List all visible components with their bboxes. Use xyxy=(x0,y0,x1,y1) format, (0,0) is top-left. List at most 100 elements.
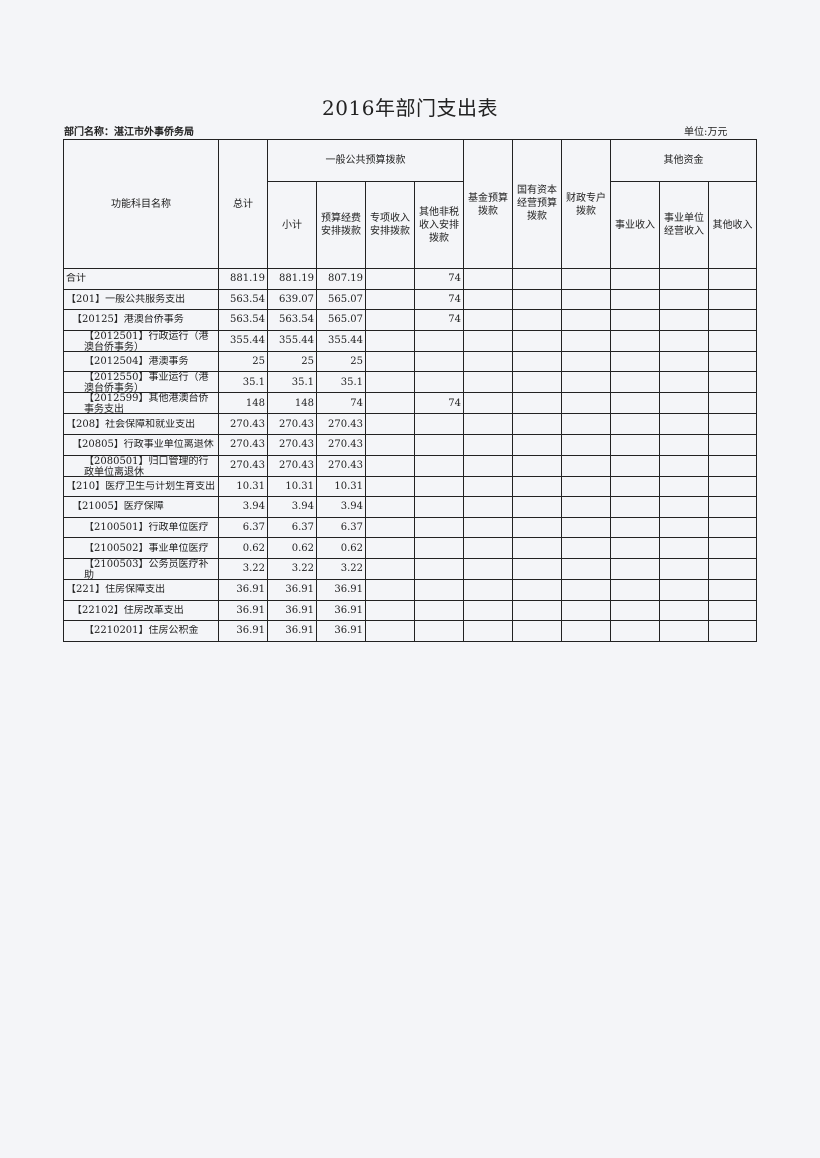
cell-fund-budget xyxy=(463,537,513,559)
header-other-nontax: 其他非税收入安排拨款 xyxy=(414,181,464,269)
cell-state-capital xyxy=(512,537,562,559)
department-name: 部门名称：湛江市外事侨务局 xyxy=(64,127,194,138)
row-name-text: 【2100503】公务员医疗补助 xyxy=(84,558,209,579)
cell-other-nontax xyxy=(414,557,464,580)
cell-business-unit-income xyxy=(659,329,709,352)
table-row: 【22102】住房改革支出 36.91 36.91 36.91 xyxy=(63,599,757,622)
cell-other-income xyxy=(708,620,757,642)
cell-subtotal: 3.22 xyxy=(267,557,317,580)
cell-fiscal-account xyxy=(561,433,611,456)
cell-other-nontax xyxy=(414,537,464,559)
cell-other-nontax xyxy=(414,516,464,539)
cell-fund-budget xyxy=(463,578,513,601)
cell-budget-funds: 3.22 xyxy=(316,557,366,580)
cell-subtotal: 6.37 xyxy=(267,516,317,539)
cell-business-unit-income xyxy=(659,475,709,498)
cell-fiscal-account xyxy=(561,537,611,559)
row-name-text: 【2210201】住房公积金 xyxy=(84,625,199,637)
cell-fund-budget xyxy=(463,350,513,373)
cell-total: 270.43 xyxy=(218,454,268,477)
table-row: 【2012504】港澳事务 25 25 25 xyxy=(63,350,757,373)
cell-fiscal-account xyxy=(561,392,611,415)
cell-other-nontax xyxy=(414,413,464,435)
cell-subtotal: 25 xyxy=(267,350,317,373)
cell-fiscal-account xyxy=(561,454,611,477)
cell-budget-funds: 74 xyxy=(316,392,366,415)
cell-business-income xyxy=(610,392,660,415)
table-row: 【20125】港澳台侨事务 563.54 563.54 565.07 74 xyxy=(63,309,757,331)
cell-budget-funds: 270.43 xyxy=(316,433,366,456)
header-business-income: 事业收入 xyxy=(610,181,660,269)
cell-other-nontax xyxy=(414,433,464,456)
cell-total: 148 xyxy=(218,392,268,415)
cell-state-capital xyxy=(512,475,562,498)
cell-subtotal: 355.44 xyxy=(267,329,317,352)
row-name-text: 【221】住房保障支出 xyxy=(66,584,166,596)
cell-fiscal-account xyxy=(561,268,611,290)
cell-total: 563.54 xyxy=(218,288,268,311)
cell-subtotal: 10.31 xyxy=(267,475,317,498)
cell-fund-budget xyxy=(463,496,513,518)
cell-other-nontax xyxy=(414,496,464,518)
cell-state-capital xyxy=(512,392,562,415)
cell-other-income xyxy=(708,557,757,580)
cell-total: 36.91 xyxy=(218,578,268,601)
cell-other-income xyxy=(708,413,757,435)
cell-special-income xyxy=(365,268,415,290)
cell-business-income xyxy=(610,599,660,622)
cell-business-unit-income xyxy=(659,392,709,415)
cell-other-income xyxy=(708,433,757,456)
header-business-unit-income: 事业单位经营收入 xyxy=(659,181,709,269)
table-row: 【2012501】行政运行（港澳台侨事务） 355.44 355.44 355.44 xyxy=(63,329,757,352)
cell-other-nontax xyxy=(414,454,464,477)
cell-business-unit-income xyxy=(659,413,709,435)
cell-fiscal-account xyxy=(561,350,611,373)
cell-business-income xyxy=(610,433,660,456)
cell-other-income xyxy=(708,371,757,394)
header-budget-funds: 预算经费安排拨款 xyxy=(316,181,366,269)
cell-special-income xyxy=(365,329,415,352)
header-name: 功能科目名称 xyxy=(63,139,219,269)
row-name: 【210】医疗卫生与计划生育支出 xyxy=(63,475,219,498)
cell-other-income xyxy=(708,309,757,331)
row-name: 【201】一般公共服务支出 xyxy=(63,288,219,311)
row-name: 【2012501】行政运行（港澳台侨事务） xyxy=(63,329,219,352)
cell-other-nontax xyxy=(414,350,464,373)
cell-special-income xyxy=(365,578,415,601)
cell-budget-funds: 36.91 xyxy=(316,578,366,601)
cell-budget-funds: 807.19 xyxy=(316,268,366,290)
cell-subtotal: 36.91 xyxy=(267,620,317,642)
cell-special-income xyxy=(365,288,415,311)
row-name: 【20125】港澳台侨事务 xyxy=(63,309,219,331)
row-name: 【208】社会保障和就业支出 xyxy=(63,413,219,435)
cell-state-capital xyxy=(512,620,562,642)
row-name-text: 【2012504】港澳事务 xyxy=(84,356,189,368)
cell-business-unit-income xyxy=(659,268,709,290)
cell-fiscal-account xyxy=(561,475,611,498)
cell-special-income xyxy=(365,599,415,622)
cell-business-income xyxy=(610,350,660,373)
row-name: 【2100502】事业单位医疗 xyxy=(63,537,219,559)
cell-state-capital xyxy=(512,309,562,331)
cell-state-capital xyxy=(512,454,562,477)
header-general-budget: 一般公共预算拨款 xyxy=(267,139,464,182)
cell-special-income xyxy=(365,433,415,456)
cell-subtotal: 270.43 xyxy=(267,433,317,456)
cell-fiscal-account xyxy=(561,288,611,311)
cell-fiscal-account xyxy=(561,496,611,518)
row-name-text: 【2012550】事业运行（港澳台侨事务） xyxy=(84,372,209,393)
cell-special-income xyxy=(365,475,415,498)
cell-business-unit-income xyxy=(659,516,709,539)
cell-fiscal-account xyxy=(561,309,611,331)
cell-subtotal: 639.07 xyxy=(267,288,317,311)
table-row: 【210】医疗卫生与计划生育支出 10.31 10.31 10.31 xyxy=(63,475,757,498)
cell-budget-funds: 6.37 xyxy=(316,516,366,539)
cell-budget-funds: 36.91 xyxy=(316,599,366,622)
cell-total: 881.19 xyxy=(218,268,268,290)
cell-budget-funds: 35.1 xyxy=(316,371,366,394)
cell-subtotal: 35.1 xyxy=(267,371,317,394)
row-name: 【20805】行政事业单位离退休 xyxy=(63,433,219,456)
row-name-text: 【210】医疗卫生与计划生育支出 xyxy=(66,480,216,492)
table-row: 【221】住房保障支出 36.91 36.91 36.91 xyxy=(63,578,757,601)
cell-fund-budget xyxy=(463,288,513,311)
